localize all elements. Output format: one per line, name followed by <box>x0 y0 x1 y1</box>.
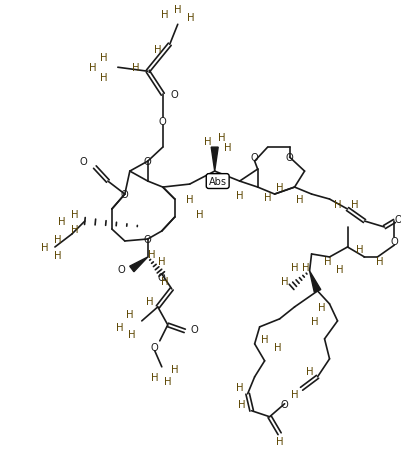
Text: H: H <box>350 200 357 210</box>
Text: H: H <box>154 45 161 55</box>
Text: O: O <box>190 324 198 334</box>
Text: H: H <box>305 366 312 376</box>
Text: H: H <box>54 251 61 260</box>
Text: H: H <box>126 309 133 319</box>
Text: H: H <box>161 276 168 286</box>
Text: H: H <box>273 342 281 352</box>
Text: H: H <box>295 195 303 205</box>
Text: H: H <box>290 389 298 399</box>
Text: H: H <box>260 334 268 344</box>
Text: H: H <box>186 13 194 23</box>
Text: H: H <box>195 210 203 219</box>
Text: H: H <box>100 73 107 83</box>
Text: H: H <box>164 376 171 386</box>
Text: H: H <box>290 263 298 272</box>
Text: H: H <box>158 257 165 266</box>
Text: H: H <box>223 143 231 153</box>
Text: H: H <box>128 329 135 339</box>
Text: O: O <box>250 153 258 163</box>
Text: H: H <box>89 63 96 73</box>
Text: Abs: Abs <box>208 177 226 187</box>
Text: H: H <box>100 53 107 63</box>
Text: H: H <box>54 235 61 245</box>
Text: O: O <box>144 157 151 167</box>
Text: H: H <box>116 322 123 332</box>
Text: O: O <box>394 214 401 224</box>
Text: H: H <box>174 6 181 15</box>
Text: H: H <box>301 263 308 272</box>
Text: O: O <box>121 190 128 200</box>
Text: H: H <box>355 245 363 254</box>
Text: H: H <box>41 242 49 252</box>
Text: H: H <box>235 382 243 392</box>
Text: H: H <box>146 296 153 306</box>
Text: H: H <box>151 372 158 382</box>
Text: O: O <box>150 342 158 352</box>
Text: H: H <box>217 133 225 143</box>
Polygon shape <box>211 148 218 172</box>
Text: O: O <box>79 157 87 167</box>
Text: O: O <box>117 264 126 274</box>
Polygon shape <box>309 271 320 292</box>
Text: O: O <box>144 235 151 245</box>
Text: H: H <box>71 224 79 235</box>
Text: H: H <box>237 399 245 409</box>
Text: O: O <box>390 236 397 246</box>
Text: H: H <box>186 195 193 205</box>
Text: H: H <box>275 183 283 193</box>
Text: H: H <box>263 193 271 202</box>
Text: H: H <box>375 257 382 266</box>
Text: H: H <box>203 137 211 147</box>
Text: H: H <box>317 302 324 312</box>
Text: H: H <box>323 257 330 266</box>
Text: O: O <box>158 117 166 127</box>
Text: H: H <box>58 217 65 227</box>
Text: H: H <box>148 249 155 259</box>
Text: H: H <box>333 200 340 210</box>
Text: H: H <box>170 364 178 374</box>
Text: O: O <box>170 90 178 100</box>
Text: H: H <box>161 10 168 20</box>
Text: O: O <box>158 272 165 282</box>
Text: H: H <box>71 210 79 219</box>
Text: H: H <box>310 316 318 326</box>
Text: O: O <box>285 153 293 163</box>
Text: H: H <box>132 63 139 73</box>
Text: H: H <box>275 436 283 446</box>
Text: H: H <box>280 276 288 286</box>
Text: H: H <box>335 264 342 274</box>
Text: O: O <box>280 399 288 409</box>
Text: H: H <box>235 190 243 201</box>
Polygon shape <box>130 257 148 272</box>
